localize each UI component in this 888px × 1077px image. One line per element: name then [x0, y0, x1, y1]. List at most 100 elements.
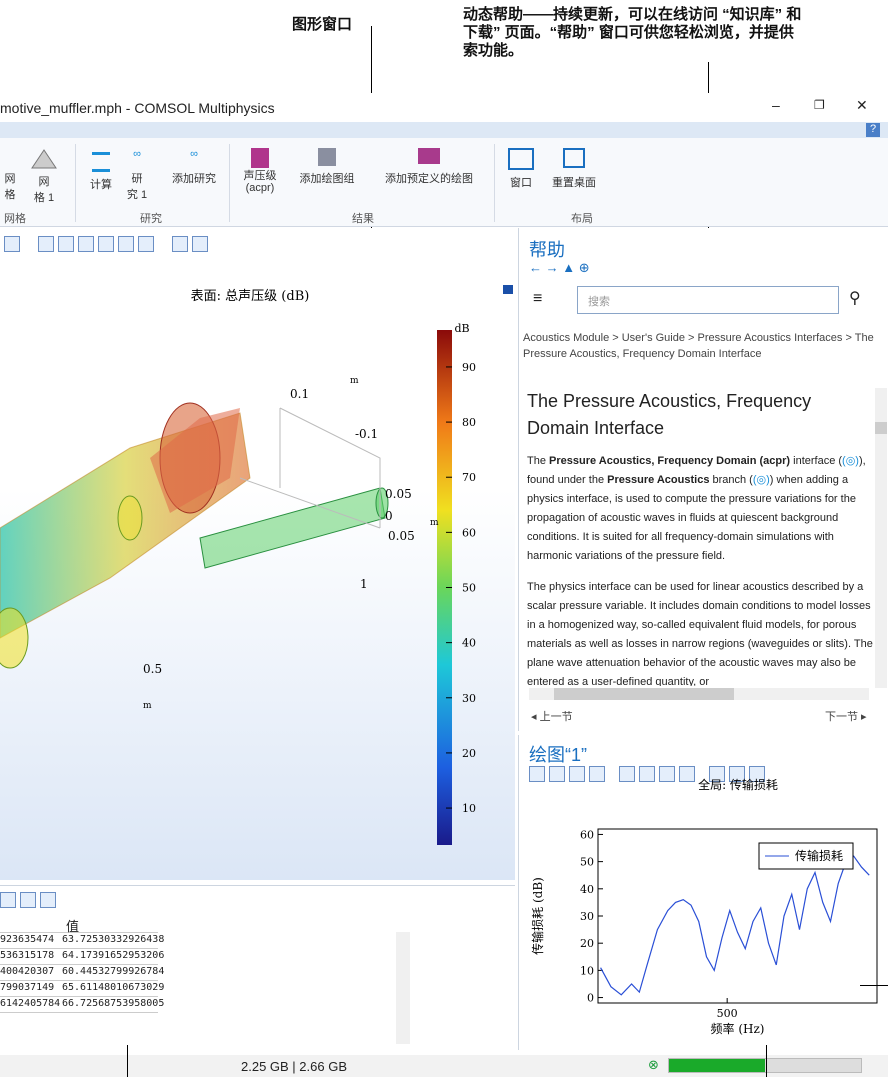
colorbar-tick-label: 70 [462, 471, 476, 484]
annotation: 动态帮助——持续更新，可以在线访问 “知识库” 和 下载” 页面。“帮助” 窗口… [463, 6, 801, 60]
axis-label: -0.1 [355, 427, 378, 441]
ribbon-button[interactable]: 声压级 (acpr) [236, 148, 284, 194]
search-placeholder: 搜索 [588, 296, 610, 308]
colorbar-tick-label: 40 [462, 637, 476, 650]
plot-title: 表面: 总声压级 (dB) [191, 289, 310, 304]
icon: (◎) [752, 474, 770, 486]
ribbon-button[interactable]: 网格 [0, 148, 20, 202]
separator [494, 144, 495, 222]
scrollbar[interactable] [875, 388, 887, 688]
y-tick-label: 0 [587, 992, 594, 1005]
cancel-button[interactable]: ⊗ [648, 1057, 659, 1072]
table-cell: 400420307 [0, 966, 55, 977]
ribbon-button[interactable]: 重置桌面 [544, 148, 604, 190]
help-window: 帮助 ← → ▲ ⊕ ≡ 搜索 ⚲ Acoustics Module > Use… [518, 228, 888, 731]
group-label: 网格 [4, 213, 26, 225]
table-cell: 536315178 [0, 950, 55, 961]
text: The [527, 455, 550, 467]
button-label: 网 格 1 [33, 176, 55, 204]
column-header: 值 [66, 919, 80, 934]
colorbar-tick-label: 80 [462, 416, 476, 429]
ribbon-button[interactable]: 添加绘图组 [290, 148, 364, 186]
axis-label: m [350, 376, 359, 386]
row-line [0, 964, 158, 965]
leader-line [127, 1045, 128, 1077]
x-tick-label: 500 [717, 1007, 738, 1020]
menu-button[interactable]: ≡ [533, 290, 543, 307]
axis-label: m [430, 518, 439, 528]
axis-label: 0.5 [143, 662, 162, 676]
row-line [0, 948, 158, 949]
status-bar: 2.25 GB | 2.66 GB ⊗ [0, 1055, 888, 1077]
separator [75, 144, 76, 222]
y-axis-label: 传输损耗 (dB) [530, 877, 545, 955]
next-link[interactable]: 下一节 ▸ [825, 711, 867, 723]
annotation-line: 动态帮助——持续更新，可以在线访问 “知识库” 和 [463, 6, 802, 23]
y-tick-label: 50 [580, 856, 594, 869]
button-label: 计算 [90, 179, 112, 191]
tab-strip: ? [0, 122, 888, 138]
annotation-line: 下载” 页面。“帮助” 窗口可供您轻松浏览，并提供 [463, 24, 794, 41]
baffle [117, 495, 143, 541]
ribbon-button[interactable]: 添加预定义的绘图 [370, 148, 488, 186]
title-bar: motive_muffler.mph - COMSOL Multiphysics… [0, 93, 888, 122]
row-line [0, 996, 158, 997]
ribbon-button[interactable]: 窗口 [505, 148, 537, 190]
scrollbar[interactable] [396, 932, 410, 1044]
restore-button[interactable]: ❐ [814, 98, 825, 112]
y-tick-label: 40 [580, 883, 594, 896]
help-button[interactable]: ? [866, 123, 880, 137]
row-line [0, 980, 158, 981]
row-line [0, 1012, 158, 1013]
ribbon-button[interactable]: 计算 [84, 148, 118, 192]
paragraph: The physics interface can be used for li… [527, 581, 873, 686]
text: ) when adding a physics interface, is us… [527, 474, 856, 562]
leader-line [860, 985, 888, 986]
leader-line [766, 1045, 767, 1077]
ribbon: 网格 网 格 1 网格 计算 ∞ 研 究 1 ∞ 添加研究 研究 声压级 (acpr… [0, 138, 888, 227]
text: Pressure Acoustics [607, 474, 710, 486]
text: interface ( [790, 455, 843, 467]
window-title: 帮助 [529, 240, 565, 260]
graphics-toolbar [0, 236, 212, 252]
outlet-pipe [199, 487, 386, 569]
ribbon-button[interactable]: ∞ 添加研究 [172, 148, 216, 185]
group-label: 研究 [140, 213, 162, 225]
group-label: 布局 [571, 213, 593, 225]
pipe-end [375, 487, 389, 519]
colorbar [437, 330, 452, 845]
button-label: 添加预定义的绘图 [385, 173, 473, 185]
ribbon-button[interactable]: 网 格 1 [28, 148, 60, 205]
muffler-chamber [150, 408, 240, 513]
table-cell: 63.72530332926438 [62, 934, 165, 945]
prev-link[interactable]: ◂ 上一节 [531, 711, 573, 723]
search-box[interactable]: 搜索 [577, 286, 839, 314]
x-axis-label: 频率 (Hz) [711, 1021, 765, 1036]
button-label: 研 究 1 [126, 173, 148, 201]
search-button[interactable]: ⚲ [849, 290, 861, 307]
axis-label: 0 [385, 509, 393, 523]
axis-label: 0.05 [388, 529, 415, 543]
colorbar-tick-label: 20 [462, 747, 476, 760]
breadcrumb[interactable]: Acoustics Module > User's Guide > Pressu… [523, 332, 874, 360]
colorbar-tick-label: 30 [462, 692, 476, 705]
axis-label: m [143, 701, 152, 711]
table-toolbar [0, 892, 60, 908]
minimize-button[interactable]: – [772, 97, 780, 113]
group-label: 结果 [352, 213, 374, 225]
graphics-canvas: 表面: 总声压级 (dB) dB 1020304050607080900.1-0… [0, 289, 476, 845]
table-window: 值 923635474 63.72530332926438 536315178 64.… [0, 885, 515, 1051]
colorbar-tick-label: 50 [462, 582, 476, 595]
graphics-button[interactable] [503, 285, 513, 294]
table-cell: 923635474 [0, 934, 55, 945]
close-button[interactable]: ✕ [856, 97, 868, 113]
button-label: 网格 [4, 173, 16, 201]
nav-buttons[interactable]: ← → ▲ ⊕ [529, 260, 590, 275]
paragraph: The Pressure Acoustics, Frequency Domain… [527, 452, 877, 566]
ribbon-button[interactable]: ∞ 研 究 1 [126, 148, 148, 201]
colorbar-unit: dB [454, 322, 469, 335]
row-line [0, 932, 158, 933]
button-label: 窗口 [510, 177, 532, 189]
annotation-line: 索功能。 [463, 42, 524, 59]
h-scrollbar[interactable] [529, 688, 869, 700]
